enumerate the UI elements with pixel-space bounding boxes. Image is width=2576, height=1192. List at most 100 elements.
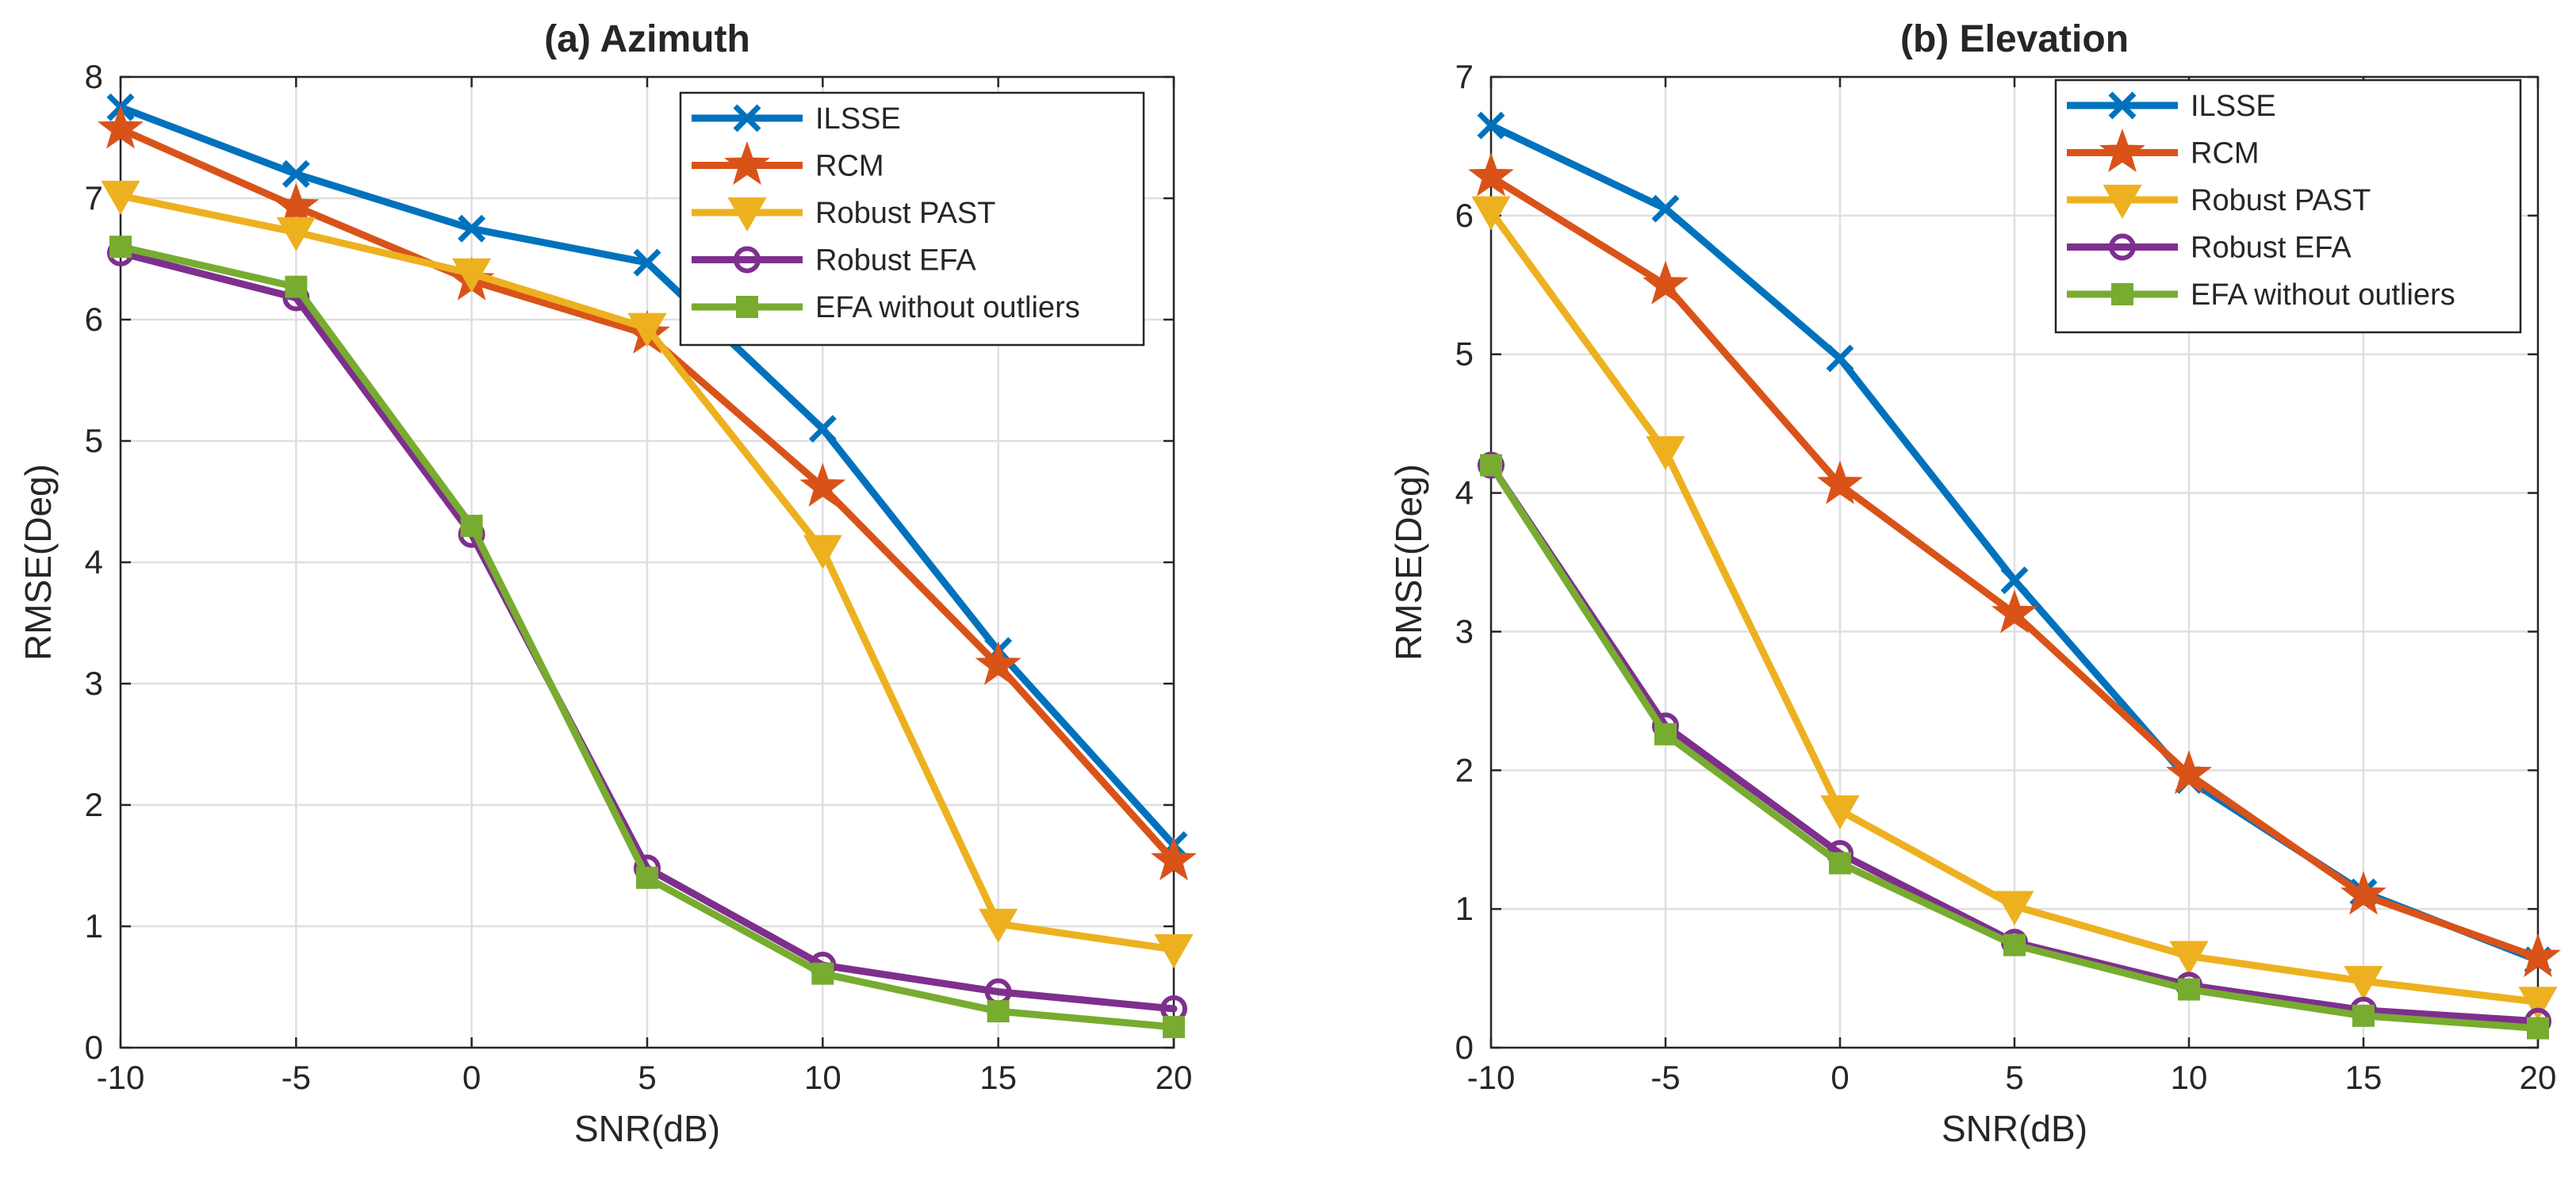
- data-point: [2352, 1004, 2375, 1027]
- y-tick-label: 5: [1455, 335, 1474, 373]
- legend-item: RCM: [692, 141, 884, 186]
- legend-item: Robust PAST: [692, 197, 995, 232]
- legend-label: Robust PAST: [815, 197, 995, 230]
- legend-marker: [736, 296, 758, 318]
- x-tick-label: -5: [282, 1059, 311, 1096]
- data-point: [109, 236, 132, 259]
- data-point: [2518, 987, 2558, 1021]
- legend-item: ILSSE: [692, 102, 901, 136]
- data-point: [282, 159, 310, 188]
- x-tick-label: 15: [2345, 1059, 2382, 1096]
- data-point: [1643, 260, 1689, 305]
- y-tick-label: 6: [85, 301, 103, 338]
- data-point: [2527, 1017, 2549, 1040]
- legend-item: RCM: [2067, 128, 2260, 173]
- y-tick-label: 7: [1455, 58, 1474, 95]
- y-tick-label: 1: [1455, 890, 1474, 927]
- data-point: [1477, 111, 1505, 140]
- data-point: [2003, 933, 2026, 956]
- series-robust-past: [101, 180, 1194, 968]
- y-tick-label: 0: [85, 1029, 103, 1066]
- data-point: [808, 415, 837, 443]
- legend-marker: [2109, 233, 2136, 261]
- data-point: [1991, 589, 2037, 634]
- data-point: [633, 248, 661, 277]
- legend-marker: [2111, 283, 2133, 305]
- legend-item: Robust EFA: [692, 244, 976, 278]
- y-axis-label: RMSE(Deg): [17, 464, 59, 661]
- data-point: [1829, 852, 1851, 875]
- legend: ILSSE RCM Robust PAST Robust EFA EFA without…: [2054, 79, 2522, 334]
- y-axis-label: RMSE(Deg): [1388, 464, 1429, 661]
- data-point: [1468, 152, 1514, 197]
- x-axis-label: SNR(dB): [574, 1108, 720, 1149]
- x-tick-label: 10: [2171, 1059, 2208, 1096]
- x-tick-label: 10: [804, 1059, 841, 1096]
- y-tick-label: 8: [85, 58, 103, 95]
- data-point: [1654, 722, 1677, 745]
- series-rcm: [1468, 152, 2561, 978]
- x-axis-label: SNR(dB): [1942, 1108, 2087, 1149]
- y-tick-label: 2: [85, 786, 103, 823]
- x-tick-label: 20: [1156, 1059, 1193, 1096]
- x-tick-label: -10: [1467, 1059, 1516, 1096]
- legend-label: EFA without outliers: [815, 291, 1080, 324]
- data-point: [98, 105, 144, 149]
- series-efa-without-outliers: [109, 236, 1185, 1038]
- data-point: [2340, 871, 2386, 915]
- data-point: [2000, 566, 2029, 595]
- data-point: [627, 312, 667, 347]
- y-tick-label: 7: [85, 179, 103, 217]
- data-point: [1151, 836, 1197, 881]
- legend-label: RCM: [2191, 137, 2260, 171]
- chart-panel-1: -10 -5 0 5 10 15 20 0 1 2 3 4 5 6 7 8 (a) Azimuth SNR(dB)…: [17, 18, 1197, 1149]
- legend-label: Robust EFA: [815, 244, 976, 278]
- data-point: [276, 217, 316, 251]
- data-point: [2166, 750, 2212, 795]
- y-tick-label: 5: [85, 422, 103, 459]
- legend-marker: [724, 141, 770, 186]
- data-point: [2515, 933, 2561, 978]
- legend-item: EFA without outliers: [2067, 278, 2455, 312]
- data-point: [975, 641, 1022, 685]
- data-point: [458, 214, 486, 243]
- data-point: [460, 515, 483, 538]
- data-point: [1163, 1015, 1185, 1038]
- data-point: [1826, 344, 1854, 373]
- legend-label: ILSSE: [2191, 90, 2276, 123]
- legend-marker: [2103, 184, 2142, 219]
- y-tick-label: 3: [1455, 612, 1474, 650]
- data-point: [1651, 194, 1680, 223]
- y-tick-label: 4: [85, 543, 103, 581]
- data-point: [987, 1000, 1010, 1023]
- x-tick-label: 0: [462, 1059, 481, 1096]
- series-efa-without-outliers: [1480, 454, 2549, 1040]
- chart-title: (a) Azimuth: [544, 18, 750, 60]
- legend-label: RCM: [815, 150, 884, 183]
- data-point: [1480, 454, 1502, 477]
- x-tick-label: 5: [2005, 1059, 2023, 1096]
- legend-label: EFA without outliers: [2191, 278, 2455, 312]
- ticks: -10 -5 0 5 10 15 20 0 1 2 3 4 5 6 7 8: [85, 58, 1193, 1096]
- data-point: [636, 866, 658, 889]
- ticks: -10 -5 0 5 10 15 20 0 1 2 3 4 5 6 7: [1455, 58, 2557, 1096]
- legend-item: ILSSE: [2067, 90, 2276, 123]
- data-point: [1646, 436, 1685, 471]
- y-tick-label: 0: [1455, 1029, 1474, 1066]
- data-point: [2178, 978, 2200, 1001]
- x-tick-label: 15: [979, 1059, 1017, 1096]
- legend-label: ILSSE: [815, 102, 901, 136]
- legend-marker: [2108, 91, 2137, 120]
- legend-label: Robust EFA: [2191, 232, 2352, 265]
- data-point: [1995, 891, 2034, 926]
- data-point: [979, 908, 1018, 943]
- chart-title: (b) Elevation: [1900, 18, 2129, 60]
- data-point: [1154, 933, 1194, 968]
- y-tick-label: 4: [1455, 474, 1474, 512]
- x-tick-label: 0: [1830, 1059, 1849, 1096]
- data-point: [285, 275, 308, 298]
- legend-item: Robust EFA: [2067, 232, 2352, 265]
- data-point: [811, 962, 834, 985]
- y-tick-label: 6: [1455, 197, 1474, 234]
